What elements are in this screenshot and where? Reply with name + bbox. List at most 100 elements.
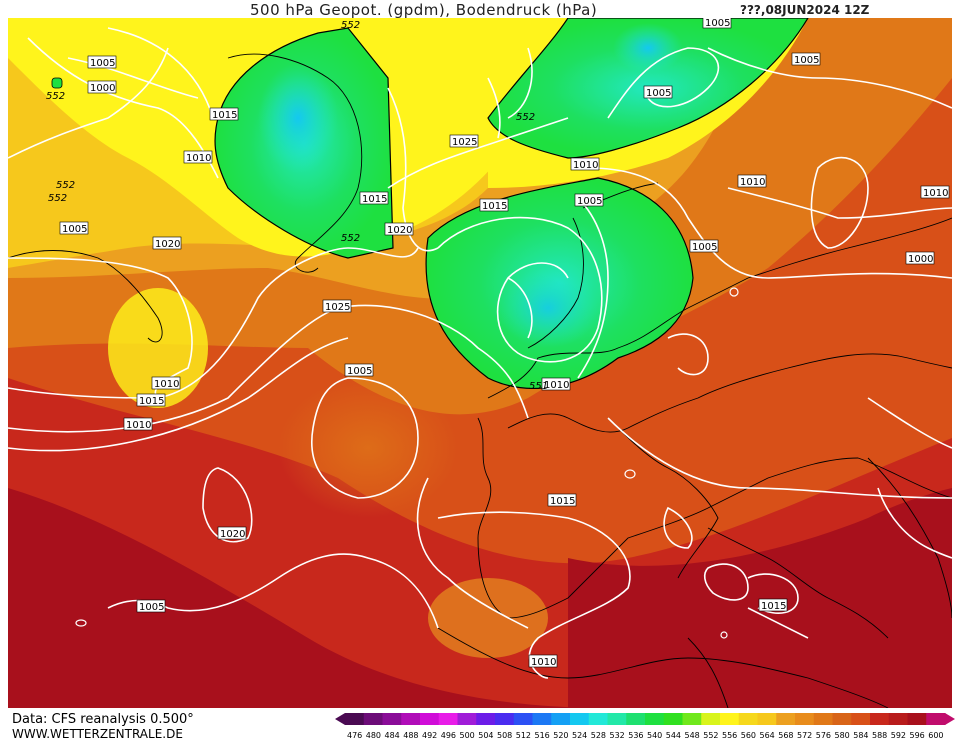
colorbar-tick-label: 544 xyxy=(666,731,681,740)
isobar-label: 1005 xyxy=(689,239,719,253)
map-date: ???,08JUN2024 12Z xyxy=(740,3,870,17)
colorbar-tick-label: 528 xyxy=(591,731,606,740)
svg-text:1000: 1000 xyxy=(908,254,933,265)
minor-contours xyxy=(75,287,739,639)
colorbar-tick-label: 520 xyxy=(553,731,568,740)
colorbar-tick-label: 488 xyxy=(403,731,418,740)
colorbar-swatch xyxy=(588,713,608,725)
isobar-label: 1015 xyxy=(758,598,788,612)
height-label: 552 xyxy=(56,180,75,191)
colorbar-swatch xyxy=(870,713,890,725)
colorbar-tick-label: 592 xyxy=(891,731,906,740)
svg-text:1015: 1015 xyxy=(550,496,575,507)
isobar-label: 1005 xyxy=(344,363,374,377)
colorbar-swatch xyxy=(851,713,871,725)
colorbar-tick-label: 500 xyxy=(460,731,475,740)
colorbar-tick-label: 512 xyxy=(516,731,531,740)
height-label: 552 xyxy=(516,112,535,123)
colorbar-tick-label: 504 xyxy=(478,731,493,740)
data-source: Data: CFS reanalysis 0.500° xyxy=(12,712,194,727)
colorbar-swatch xyxy=(420,713,440,725)
colorbar-swatch xyxy=(401,713,421,725)
svg-text:1010: 1010 xyxy=(186,153,211,164)
colorbar-ticks: 476 480 484 488 492 496 500 504 508 512 516 520 524 5… xyxy=(347,731,944,740)
colorbar-tick-label: 600 xyxy=(928,731,943,740)
svg-text:1020: 1020 xyxy=(155,239,180,250)
colorbar-tick-label: 480 xyxy=(366,731,381,740)
svg-text:1010: 1010 xyxy=(544,380,569,391)
colorbar-legend: 476 480 484 488 492 496 500 504 508 512 516 520 524 5… xyxy=(335,713,955,740)
svg-text:1010: 1010 xyxy=(740,177,765,188)
svg-text:1005: 1005 xyxy=(705,18,730,29)
svg-text:1005: 1005 xyxy=(577,196,602,207)
colorbar-swatch xyxy=(776,713,796,725)
isobar-label: 1020 xyxy=(152,236,182,250)
svg-text:1010: 1010 xyxy=(531,657,556,668)
svg-text:1020: 1020 xyxy=(220,529,245,540)
colorbar-swatch xyxy=(532,713,552,725)
colorbar-arrow-right xyxy=(945,713,955,725)
isobar-label: 1010 xyxy=(570,157,600,171)
height-label: 552 xyxy=(48,193,67,204)
colorbar-swatch xyxy=(363,713,383,725)
svg-text:1005: 1005 xyxy=(646,88,671,99)
colorbar-tick-label: 556 xyxy=(722,731,737,740)
weather-map[interactable]: 1005 1000 1015 1010 1025 1015 1020 1015 … xyxy=(8,18,952,708)
colorbar-tick-label: 484 xyxy=(385,731,400,740)
colorbar-tick-label: 588 xyxy=(872,731,887,740)
isobar-label: 1010 xyxy=(541,377,571,391)
colorbar-swatch xyxy=(682,713,702,725)
source-url[interactable]: WWW.WETTERZENTRALE.DE xyxy=(12,727,183,741)
isobar-label: 1010 xyxy=(123,417,153,431)
isobar-label: 1010 xyxy=(528,654,558,668)
isobar-label: 1025 xyxy=(449,134,479,148)
colorbar-tick-label: 548 xyxy=(685,731,700,740)
svg-text:1010: 1010 xyxy=(923,188,948,199)
colorbar-tick-label: 540 xyxy=(647,731,662,740)
colorbar-tick-label: 496 xyxy=(441,731,456,740)
svg-text:1015: 1015 xyxy=(362,194,387,205)
colorbar-swatch xyxy=(626,713,646,725)
isobar-label: 1005 xyxy=(643,85,673,99)
colorbar-tick-label: 508 xyxy=(497,731,512,740)
isobar-label: 1015 xyxy=(209,107,239,121)
svg-text:1005: 1005 xyxy=(794,55,819,66)
svg-text:1010: 1010 xyxy=(154,379,179,390)
colorbar-tick-label: 580 xyxy=(835,731,850,740)
svg-text:1000: 1000 xyxy=(90,83,115,94)
colorbar-swatch xyxy=(738,713,758,725)
colorbar-swatch xyxy=(795,713,815,725)
svg-text:1015: 1015 xyxy=(139,396,164,407)
isobar-label: 1020 xyxy=(384,222,414,236)
map-title: 500 hPa Geopot. (gpdm), Bodendruck (hPa) xyxy=(250,1,598,19)
isobar-label: 1020 xyxy=(217,526,247,540)
colorbar-swatch xyxy=(701,713,721,725)
colorbar-tick-label: 552 xyxy=(703,731,718,740)
svg-text:1025: 1025 xyxy=(325,302,350,313)
colorbar-tick-label: 564 xyxy=(760,731,775,740)
colorbar-swatch xyxy=(926,713,946,725)
colorbar-tick-label: 536 xyxy=(628,731,643,740)
height-label: 552 xyxy=(46,91,65,102)
isobar-label: 1025 xyxy=(322,299,352,313)
colorbar-swatch xyxy=(551,713,571,725)
svg-text:1020: 1020 xyxy=(387,225,412,236)
isobar-label: 1015 xyxy=(547,493,577,507)
colorbar-swatch xyxy=(457,713,477,725)
colorbar-swatch xyxy=(757,713,777,725)
colorbar-tick-label: 476 xyxy=(347,731,362,740)
svg-text:1015: 1015 xyxy=(761,601,786,612)
isobar-label: 1010 xyxy=(920,185,950,199)
isobar-label: 1010 xyxy=(151,376,181,390)
colorbar-swatch xyxy=(607,713,627,725)
isobar-label: 1005 xyxy=(702,18,732,29)
colorbar-swatch xyxy=(888,713,908,725)
colorbar-tick-label: 516 xyxy=(535,731,550,740)
isobar-labels: 1005 1000 1015 1010 1025 1015 1020 1015 … xyxy=(59,18,950,668)
isobar-label: 1015 xyxy=(359,191,389,205)
isobar-label: 1005 xyxy=(136,599,166,613)
colorbar-tick-label: 576 xyxy=(816,731,831,740)
colorbar-swatch xyxy=(570,713,590,725)
svg-text:1005: 1005 xyxy=(62,224,87,235)
colorbar-tick-label: 524 xyxy=(572,731,587,740)
